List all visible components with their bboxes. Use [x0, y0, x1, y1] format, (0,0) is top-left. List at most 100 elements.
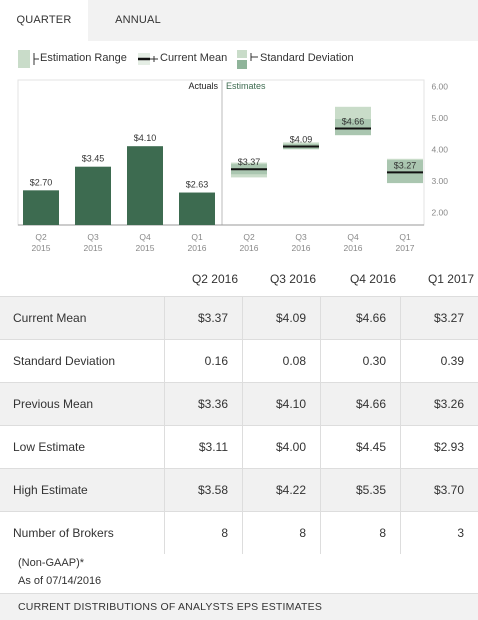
column-divider — [242, 512, 243, 554]
table-row: Low Estimate $3.11 $4.00 $4.45 $2.93 — [0, 425, 478, 468]
column-divider — [400, 383, 401, 425]
column-divider — [320, 512, 321, 554]
x-tick-year: 2016 — [188, 243, 207, 253]
as-of-date: As of 07/14/2016 — [18, 575, 102, 587]
x-tick-quarter: Q4 — [347, 232, 359, 242]
table-cell: $3.26 — [433, 397, 464, 411]
actual-value-label: $2.63 — [186, 180, 209, 190]
column-header-q4-2016: Q4 2016 — [349, 272, 396, 286]
y-tick-label: 3.00 — [431, 176, 448, 186]
eps-chart: Actuals Estimates 6.00 5.00 4.00 3.00 2.00 $2.7… — [17, 79, 448, 253]
tab-quarter[interactable]: QUARTER — [0, 0, 88, 41]
x-tick-quarter: Q3 — [295, 232, 307, 242]
table-cell: 3 — [457, 526, 464, 540]
column-divider — [164, 297, 165, 339]
column-divider — [164, 469, 165, 511]
legend-current-mean-label: Current Mean — [160, 52, 228, 64]
row-label: Number of Brokers — [13, 526, 114, 540]
table-cell: $4.00 — [275, 440, 306, 454]
table-header: Q2 2016 Q3 2016 Q4 2016 Q1 2017 — [0, 268, 478, 296]
table-cell: $4.66 — [355, 311, 386, 325]
estimate-mean-label: $4.66 — [342, 117, 365, 127]
column-divider — [242, 383, 243, 425]
distribution-section-title: CURRENT DISTRIBUTIONS OF ANALYSTS EPS ES… — [18, 601, 323, 613]
column-divider — [164, 383, 165, 425]
estimate-mean-label: $3.37 — [238, 157, 261, 167]
column-divider — [320, 426, 321, 468]
column-divider — [320, 297, 321, 339]
table-cell: $3.70 — [433, 483, 464, 497]
table-cell: $3.37 — [197, 311, 228, 325]
x-tick-quarter: Q1 — [399, 232, 411, 242]
actual-value-label: $3.45 — [82, 154, 105, 164]
table-cell: $3.58 — [197, 483, 228, 497]
distribution-section-header[interactable]: CURRENT DISTRIBUTIONS OF ANALYSTS EPS ES… — [0, 593, 478, 620]
actual-bar — [75, 166, 111, 225]
x-tick-quarter: Q4 — [139, 232, 151, 242]
column-divider — [320, 383, 321, 425]
table-cell: $4.09 — [275, 311, 306, 325]
x-tick-year: 2015 — [32, 243, 51, 253]
x-tick-year: 2015 — [136, 243, 155, 253]
actuals-label: Actuals — [188, 81, 218, 91]
table-cell: $3.36 — [197, 397, 228, 411]
y-tick-label: 5.00 — [431, 113, 448, 123]
table-cell: 0.39 — [440, 354, 464, 368]
table-cell: $2.93 — [433, 440, 464, 454]
x-tick-quarter: Q1 — [191, 232, 203, 242]
column-divider — [242, 469, 243, 511]
table-cell: $5.35 — [355, 483, 386, 497]
x-tick-quarter: Q2 — [243, 232, 255, 242]
x-tick-quarter: Q3 — [87, 232, 99, 242]
column-divider — [400, 297, 401, 339]
row-label: Low Estimate — [13, 440, 86, 454]
table-row: Current Mean $3.37 $4.09 $4.66 $3.27 — [0, 296, 478, 339]
std-deviation-box — [335, 119, 371, 136]
column-divider — [320, 469, 321, 511]
x-tick-year: 2016 — [240, 243, 259, 253]
table-row: High Estimate $3.58 $4.22 $5.35 $3.70 — [0, 468, 478, 511]
table-cell: 0.16 — [204, 354, 228, 368]
column-divider — [400, 426, 401, 468]
non-gaap-note: (Non-GAAP)* — [18, 557, 85, 569]
column-header-q1-2017: Q1 2017 — [427, 272, 474, 286]
actual-value-label: $4.10 — [134, 133, 157, 143]
row-label: Standard Deviation — [13, 354, 116, 368]
x-tick-year: 2015 — [84, 243, 103, 253]
estimate-mean-label: $3.27 — [394, 160, 417, 170]
legend-standard-deviation-label: Standard Deviation — [260, 52, 354, 64]
y-tick-label: 2.00 — [431, 207, 448, 217]
table-cell: $4.22 — [275, 483, 306, 497]
current-mean-swatch-icon — [138, 53, 158, 65]
actual-bar — [179, 192, 215, 225]
x-tick-year: 2016 — [292, 243, 311, 253]
table-cell: $3.27 — [433, 311, 464, 325]
table-cell: $4.10 — [275, 397, 306, 411]
table-cell: 8 — [379, 526, 386, 540]
column-divider — [400, 469, 401, 511]
row-label: High Estimate — [13, 483, 88, 497]
actual-value-label: $2.70 — [30, 177, 53, 187]
column-divider — [400, 512, 401, 554]
y-tick-label: 6.00 — [431, 81, 448, 91]
table-cell: 0.30 — [362, 354, 386, 368]
row-label: Current Mean — [13, 311, 87, 325]
tab-annual[interactable]: ANNUAL — [115, 14, 161, 26]
column-divider — [164, 340, 165, 382]
table-cell: $4.66 — [355, 397, 386, 411]
period-tab-bar: QUARTER ANNUAL — [0, 0, 478, 41]
x-tick-year: 2016 — [344, 243, 363, 253]
y-tick-label: 4.00 — [431, 144, 448, 154]
table-cell: 8 — [221, 526, 228, 540]
estimates-label: Estimates — [226, 81, 266, 91]
column-divider — [242, 426, 243, 468]
column-divider — [164, 426, 165, 468]
estimation-range-swatch-icon — [18, 50, 39, 68]
row-label: Previous Mean — [13, 397, 94, 411]
column-header-q3-2016: Q3 2016 — [269, 272, 316, 286]
estimate-mean-label: $4.09 — [290, 135, 313, 145]
column-divider — [242, 297, 243, 339]
table-cell: $4.45 — [355, 440, 386, 454]
legend-estimation-range-label: Estimation Range — [40, 52, 127, 64]
standard-deviation-swatch-icon — [237, 50, 258, 69]
